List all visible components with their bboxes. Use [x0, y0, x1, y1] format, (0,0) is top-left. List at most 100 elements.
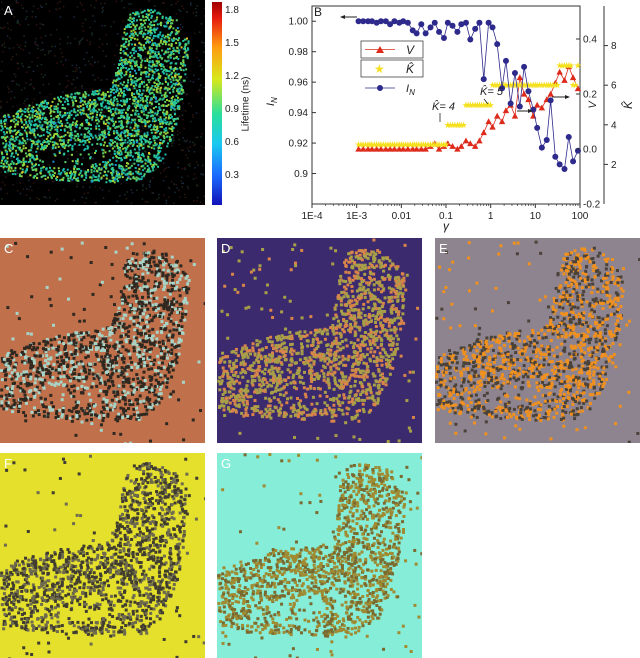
- cell-pixel: [93, 99, 96, 102]
- cell-pixel: [8, 115, 11, 118]
- cell-pixel: [165, 123, 168, 126]
- segmentation-pixel: [48, 367, 52, 371]
- cell-pixel: [125, 111, 128, 114]
- background-noise: [142, 184, 144, 186]
- cell-pixel: [168, 87, 171, 90]
- cell-pixel: [163, 53, 166, 56]
- background-noise: [86, 52, 88, 54]
- cell-pixel: [8, 141, 11, 144]
- background-noise: [41, 131, 43, 133]
- cell-pixel: [168, 91, 171, 94]
- cell-pixel: [134, 112, 137, 115]
- segmentation-pixel: [122, 360, 126, 364]
- in-point: [449, 22, 456, 29]
- cell-pixel: [117, 174, 120, 177]
- background-noise: [84, 18, 87, 21]
- background-noise: [44, 35, 47, 37]
- background-noise: [27, 23, 30, 26]
- in-point: [556, 161, 563, 168]
- cell-pixel: [142, 155, 145, 158]
- cell-pixel: [88, 130, 91, 133]
- background-noise: [187, 147, 189, 150]
- cell-pixel: [176, 50, 179, 53]
- segmentation-pixel: [154, 314, 158, 318]
- segmentation-pixel: [22, 380, 26, 384]
- cell-pixel: [142, 121, 145, 124]
- cell-pixel: [43, 145, 46, 148]
- segmentation-pixel: [71, 363, 75, 367]
- segmentation-pixel: [163, 328, 167, 332]
- cell-pixel: [120, 137, 123, 140]
- cell-pixel: [14, 125, 17, 128]
- background-noise: [153, 5, 156, 7]
- segmentation-pixel: [105, 403, 109, 407]
- cell-pixel: [164, 153, 167, 156]
- background-noise: [178, 115, 181, 117]
- background-noise: [175, 13, 178, 15]
- cell-pixel: [58, 169, 61, 172]
- background-noise: [103, 65, 106, 67]
- background-noise: [35, 173, 37, 176]
- segmentation-pixel: [70, 419, 74, 423]
- cell-pixel: [177, 30, 180, 33]
- cell-pixel: [135, 62, 138, 65]
- cell-pixel: [148, 111, 151, 114]
- background-noise: [130, 105, 132, 108]
- cell-pixel: [177, 107, 180, 110]
- segmentation-pixel: [174, 320, 178, 324]
- cell-pixel: [155, 119, 158, 122]
- background-noise: [176, 187, 178, 189]
- cell-pixel: [146, 14, 149, 17]
- cell-pixel: [163, 137, 166, 140]
- cell-pixel: [103, 141, 106, 144]
- cell-pixel: [16, 123, 19, 126]
- cell-pixel: [12, 138, 15, 141]
- segmentation-pixel: [90, 385, 94, 389]
- cell-pixel: [111, 147, 114, 150]
- background-noise: [26, 71, 28, 73]
- cell-pixel: [140, 11, 143, 14]
- cell-pixel: [184, 49, 187, 52]
- cell-pixel: [171, 95, 174, 98]
- background-noise: [50, 50, 52, 52]
- cell-pixel: [140, 103, 143, 106]
- cell-pixel: [134, 31, 137, 34]
- cell-pixel: [137, 66, 140, 69]
- v-point: [516, 74, 524, 81]
- cell-pixel: [66, 116, 69, 119]
- background-noise: [139, 155, 141, 158]
- background-noise: [173, 134, 175, 137]
- cell-pixel: [9, 162, 12, 165]
- cell-pixel: [73, 143, 76, 146]
- cell-pixel: [14, 136, 17, 139]
- cell-pixel: [148, 73, 151, 76]
- segmentation-pixel: [177, 337, 181, 341]
- background-noise: [0, 70, 3, 72]
- cell-pixel: [104, 170, 107, 173]
- cell-pixel: [14, 133, 17, 136]
- cell-pixel: [127, 167, 130, 170]
- cell-pixel: [35, 158, 38, 161]
- background-noise: [99, 187, 102, 189]
- segmentation-pixel: [154, 309, 158, 313]
- background-noise: [91, 34, 94, 36]
- cell-pixel: [147, 41, 150, 44]
- background-noise: [78, 40, 80, 43]
- segmentation-pixel: [98, 283, 102, 287]
- cell-pixel: [158, 146, 161, 149]
- background-noise: [155, 198, 158, 201]
- segmentation-pixel: [175, 300, 179, 304]
- background-noise: [15, 75, 17, 78]
- background-noise: [151, 67, 153, 70]
- y-right1-tick-label: 0.4: [583, 35, 597, 46]
- cell-pixel: [173, 69, 176, 72]
- cell-pixel: [70, 133, 73, 136]
- annotation-k5-arrow: [483, 98, 489, 105]
- background-noise: [58, 83, 61, 85]
- segmentation-pixel: [161, 342, 165, 346]
- background-noise: [68, 129, 70, 132]
- cell-pixel: [172, 39, 175, 42]
- background-noise: [19, 129, 21, 131]
- y-right2-tick-label: 2: [611, 160, 617, 171]
- cell-pixel: [141, 97, 144, 100]
